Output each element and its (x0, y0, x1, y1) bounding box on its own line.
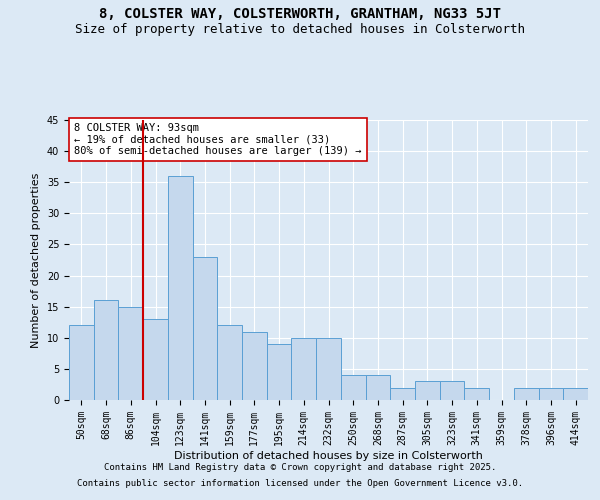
Text: Contains HM Land Registry data © Crown copyright and database right 2025.: Contains HM Land Registry data © Crown c… (104, 464, 496, 472)
Bar (514, 388, 539, 400)
Bar (415, 382, 440, 400)
Bar (267, 344, 292, 400)
Bar (193, 257, 217, 400)
Y-axis label: Number of detached properties: Number of detached properties (31, 172, 41, 348)
Bar (292, 338, 316, 400)
Bar (539, 388, 563, 400)
Bar (118, 306, 143, 400)
Text: Contains public sector information licensed under the Open Government Licence v3: Contains public sector information licen… (77, 478, 523, 488)
Text: 8 COLSTER WAY: 93sqm
← 19% of detached houses are smaller (33)
80% of semi-detac: 8 COLSTER WAY: 93sqm ← 19% of detached h… (74, 123, 362, 156)
Text: Size of property relative to detached houses in Colsterworth: Size of property relative to detached ho… (75, 22, 525, 36)
Bar (464, 388, 489, 400)
Bar (563, 388, 588, 400)
Text: 8, COLSTER WAY, COLSTERWORTH, GRANTHAM, NG33 5JT: 8, COLSTER WAY, COLSTERWORTH, GRANTHAM, … (99, 8, 501, 22)
Bar (440, 382, 464, 400)
X-axis label: Distribution of detached houses by size in Colsterworth: Distribution of detached houses by size … (174, 450, 483, 460)
Bar (143, 319, 168, 400)
Bar (316, 338, 341, 400)
Bar (217, 326, 242, 400)
Bar (242, 332, 267, 400)
Bar (94, 300, 118, 400)
Bar (168, 176, 193, 400)
Bar (365, 375, 390, 400)
Bar (341, 375, 365, 400)
Bar (69, 326, 94, 400)
Bar (390, 388, 415, 400)
